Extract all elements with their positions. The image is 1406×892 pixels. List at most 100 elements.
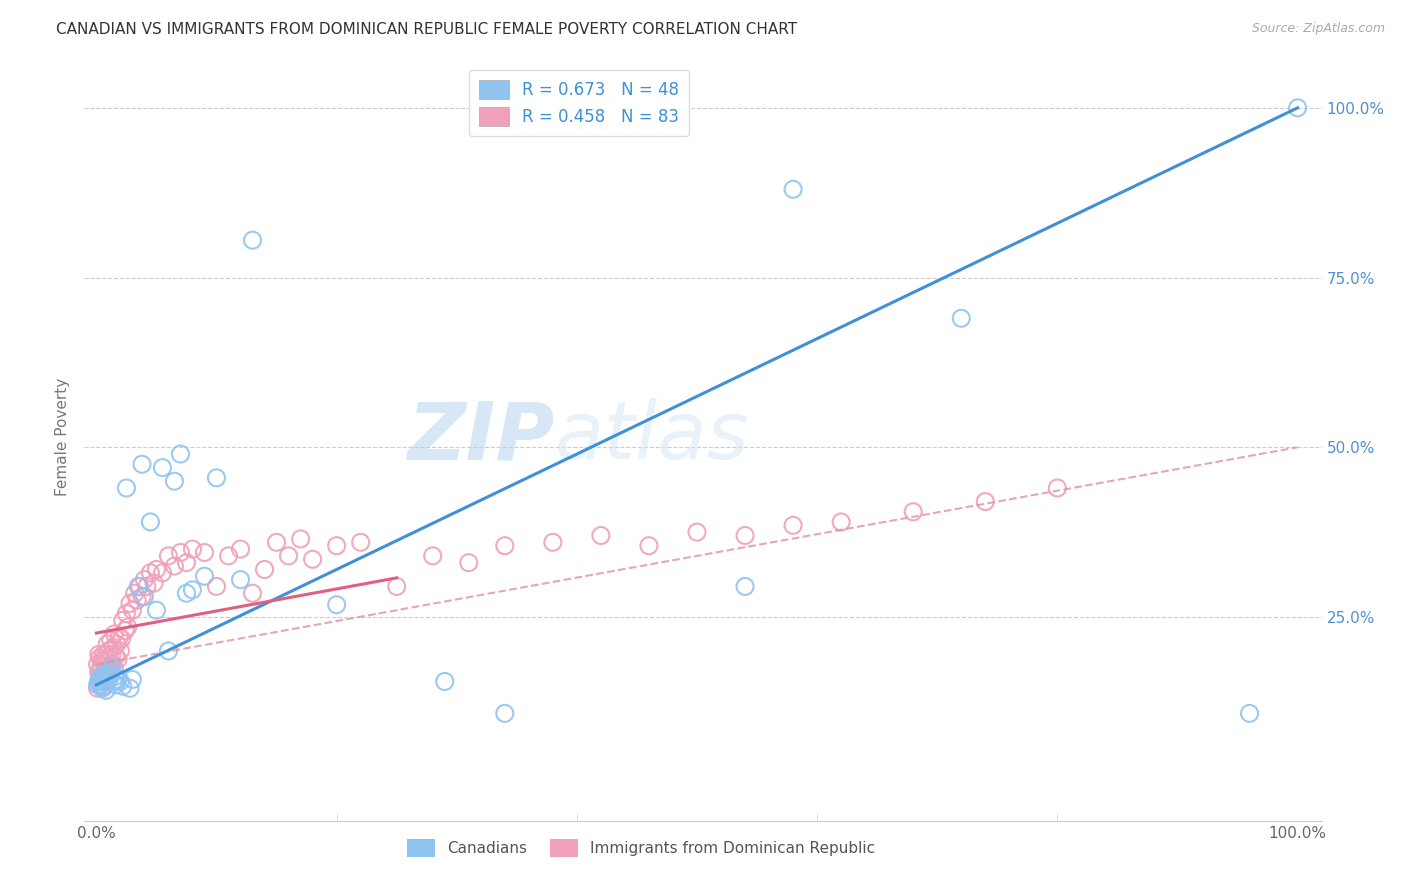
Point xyxy=(103,670,125,684)
Point xyxy=(1046,481,1069,495)
Y-axis label: Female Poverty: Female Poverty xyxy=(55,378,70,496)
Point xyxy=(121,673,143,687)
Point xyxy=(86,657,108,672)
Point xyxy=(1286,101,1309,115)
Point xyxy=(89,678,111,692)
Point xyxy=(93,673,115,687)
Point xyxy=(100,633,122,648)
Text: ZIP: ZIP xyxy=(408,398,554,476)
Point xyxy=(290,532,312,546)
Point xyxy=(205,579,228,593)
Point xyxy=(91,679,114,693)
Point xyxy=(152,566,174,580)
Point xyxy=(94,674,117,689)
Point xyxy=(903,505,925,519)
Point xyxy=(163,559,186,574)
Point xyxy=(139,515,162,529)
Point xyxy=(135,579,157,593)
Point xyxy=(103,640,125,655)
Point xyxy=(105,637,128,651)
Point xyxy=(93,648,115,662)
Point xyxy=(157,644,180,658)
Point xyxy=(110,632,132,646)
Point xyxy=(205,471,228,485)
Point xyxy=(134,573,156,587)
Point xyxy=(115,607,138,621)
Point xyxy=(134,590,156,604)
Point xyxy=(974,494,997,508)
Point xyxy=(87,648,110,662)
Point xyxy=(94,648,117,662)
Point xyxy=(87,674,110,689)
Point xyxy=(100,665,122,679)
Point xyxy=(181,582,204,597)
Point xyxy=(108,631,131,645)
Point xyxy=(104,678,127,692)
Point xyxy=(118,681,141,696)
Point xyxy=(111,613,134,627)
Point xyxy=(152,460,174,475)
Point xyxy=(89,678,111,692)
Point xyxy=(87,674,110,689)
Point xyxy=(145,562,167,576)
Point xyxy=(96,637,118,651)
Point xyxy=(115,481,138,495)
Point xyxy=(91,654,114,668)
Point xyxy=(950,311,973,326)
Point xyxy=(121,603,143,617)
Point xyxy=(242,233,264,247)
Point xyxy=(118,596,141,610)
Point xyxy=(127,593,149,607)
Point xyxy=(782,518,804,533)
Point xyxy=(94,679,117,693)
Point xyxy=(325,598,347,612)
Text: atlas: atlas xyxy=(554,398,749,476)
Point xyxy=(91,667,114,681)
Point xyxy=(433,674,456,689)
Point xyxy=(103,674,125,689)
Point xyxy=(157,549,180,563)
Point xyxy=(96,673,118,687)
Point xyxy=(91,681,114,696)
Point xyxy=(89,650,111,665)
Point xyxy=(734,528,756,542)
Point xyxy=(103,661,125,675)
Point xyxy=(494,706,516,721)
Point xyxy=(90,671,112,685)
Point xyxy=(101,661,124,675)
Point xyxy=(117,620,139,634)
Point xyxy=(128,579,150,593)
Point xyxy=(101,648,124,662)
Point xyxy=(145,603,167,617)
Point xyxy=(541,535,564,549)
Point xyxy=(350,535,373,549)
Point xyxy=(110,674,132,689)
Point xyxy=(97,644,120,658)
Text: Source: ZipAtlas.com: Source: ZipAtlas.com xyxy=(1251,22,1385,36)
Point xyxy=(1239,706,1261,721)
Point xyxy=(218,549,240,563)
Point xyxy=(143,576,166,591)
Point xyxy=(139,566,162,580)
Point xyxy=(94,670,117,684)
Point xyxy=(96,665,118,680)
Point xyxy=(589,528,612,542)
Point xyxy=(98,652,121,666)
Point xyxy=(686,525,709,540)
Point xyxy=(193,545,215,559)
Point xyxy=(89,671,111,685)
Point xyxy=(176,556,198,570)
Point xyxy=(253,562,276,576)
Point xyxy=(87,665,110,680)
Point xyxy=(422,549,444,563)
Point xyxy=(169,447,191,461)
Point xyxy=(385,579,408,593)
Point xyxy=(266,535,288,549)
Point xyxy=(90,658,112,673)
Point xyxy=(494,539,516,553)
Point xyxy=(86,681,108,696)
Point xyxy=(193,569,215,583)
Point xyxy=(176,586,198,600)
Point xyxy=(104,649,127,664)
Point xyxy=(94,683,117,698)
